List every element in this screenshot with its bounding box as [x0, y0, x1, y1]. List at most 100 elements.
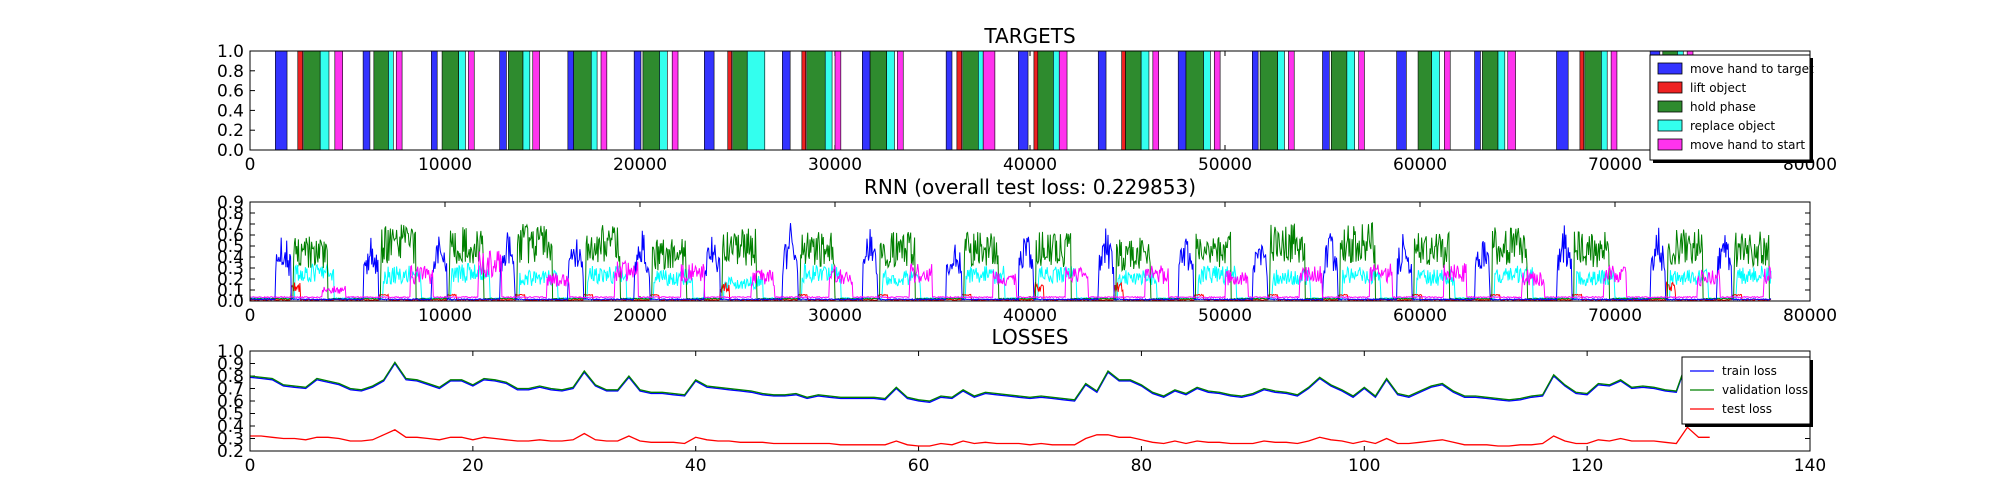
target-bar: [297, 50, 303, 151]
x-tick-label: 70000: [1588, 306, 1642, 326]
x-tick-label: 50000: [1198, 306, 1252, 326]
x-tick-label: 100: [1348, 456, 1380, 476]
y-tick-label: 0.2: [217, 121, 244, 141]
target-bar: [824, 50, 833, 151]
x-tick-label: 120: [1571, 456, 1603, 476]
target-bar: [633, 50, 642, 151]
target-bar: [1579, 50, 1585, 151]
y-tick-label: 0.0: [217, 292, 244, 312]
y-tick-label: 0.7: [217, 380, 244, 400]
loss-line: [249, 359, 1710, 403]
target-bar: [1125, 50, 1142, 151]
y-tick-label: 0.9: [217, 193, 244, 213]
target-bar: [1152, 50, 1159, 151]
y-tick-label: 0.1: [217, 281, 244, 301]
y-tick-label: 0.4: [217, 417, 244, 437]
x-tick-label: 30000: [808, 155, 862, 175]
target-bar: [1058, 50, 1068, 151]
x-tick-label: 30000: [808, 306, 862, 326]
target-bar: [1203, 50, 1211, 151]
rnn-panel: RNN (overall test loss: 0.229853) 0 10000 2…: [217, 175, 1837, 326]
legend-swatch: [1657, 62, 1683, 75]
target-bar: [590, 50, 598, 151]
target-bar: [1121, 50, 1126, 151]
rnn-output-line: [249, 223, 1772, 302]
target-bar: [1497, 50, 1506, 151]
target-bar: [1140, 50, 1150, 151]
target-bar: [1277, 50, 1285, 151]
target-bar: [1177, 50, 1187, 151]
legend-label: move hand to target: [1690, 62, 1814, 76]
target-bar: [956, 50, 963, 151]
y-tick-label: 0.5: [217, 237, 244, 257]
legend-label: validation loss: [1722, 383, 1808, 397]
target-bar: [1252, 50, 1259, 151]
y-tick-label: 0.8: [217, 367, 244, 387]
target-bar: [334, 50, 343, 151]
legend-label: lift object: [1690, 81, 1746, 95]
target-bar: [834, 50, 842, 151]
target-bar: [1053, 50, 1060, 151]
target-bar: [499, 50, 507, 151]
legend-swatch: [1657, 100, 1683, 113]
x-tick-label: 0: [245, 306, 256, 326]
y-tick-label: 0.0: [217, 141, 244, 161]
target-bar: [1213, 50, 1221, 151]
legend-label: replace object: [1690, 119, 1775, 133]
y-tick-label: 0.3: [217, 259, 244, 279]
target-bar: [861, 50, 871, 151]
target-bar: [532, 50, 540, 151]
target-bar: [458, 50, 466, 151]
target-bar: [395, 50, 403, 151]
x-tick-label: 10000: [418, 155, 472, 175]
y-tick-label: 0.2: [217, 270, 244, 290]
y-tick-label: 0.8: [217, 62, 244, 82]
legend-swatch: [1657, 81, 1683, 94]
y-tick-label: 0.7: [217, 215, 244, 235]
target-bar: [704, 50, 715, 151]
target-bar: [732, 50, 748, 151]
target-bar: [1037, 50, 1054, 151]
target-bar: [659, 50, 668, 151]
target-bar: [431, 50, 438, 151]
target-bar: [671, 50, 679, 151]
x-tick-label: 80: [1131, 456, 1153, 476]
legend-box: [1681, 356, 1811, 425]
y-tick-label: 0.2: [217, 442, 244, 462]
y-tick-label: 0.4: [217, 248, 244, 268]
legend-swatch: [1657, 119, 1683, 132]
y-tick-label: 0.3: [217, 430, 244, 450]
y-tick-label: 1.0: [217, 42, 244, 62]
target-bar: [1444, 50, 1451, 151]
target-bar: [567, 50, 574, 151]
target-bar: [573, 50, 592, 151]
x-tick-label: 20: [462, 456, 484, 476]
target-bar: [1288, 50, 1295, 151]
loss-line: [249, 358, 1710, 402]
target-bar: [1097, 50, 1107, 151]
target-bar: [508, 50, 524, 151]
y-tick-label: 0.6: [217, 82, 244, 102]
x-tick-label: 20000: [613, 306, 667, 326]
plot-frame: [249, 50, 1811, 151]
x-tick-label: 60000: [1393, 306, 1447, 326]
x-tick-label: 0: [245, 155, 256, 175]
x-tick-label: 140: [1794, 456, 1826, 476]
y-tick-label: 0.8: [217, 204, 244, 224]
rnn-output-line: [249, 250, 1772, 300]
target-bar: [1346, 50, 1355, 151]
target-bar: [1396, 50, 1407, 151]
legend-label: move hand to start: [1690, 138, 1805, 152]
plot-frame: [249, 201, 1811, 302]
legend-label: test loss: [1722, 402, 1772, 416]
target-bar: [1358, 50, 1365, 151]
legend-label: hold phase: [1690, 100, 1756, 114]
chart-title: LOSSES: [992, 325, 1069, 349]
x-tick-label: 70000: [1588, 155, 1642, 175]
target-bar: [303, 50, 321, 151]
y-tick-label: 0.5: [217, 405, 244, 425]
target-bar: [945, 50, 953, 151]
chart-title: RNN (overall test loss: 0.229853): [864, 175, 1196, 199]
